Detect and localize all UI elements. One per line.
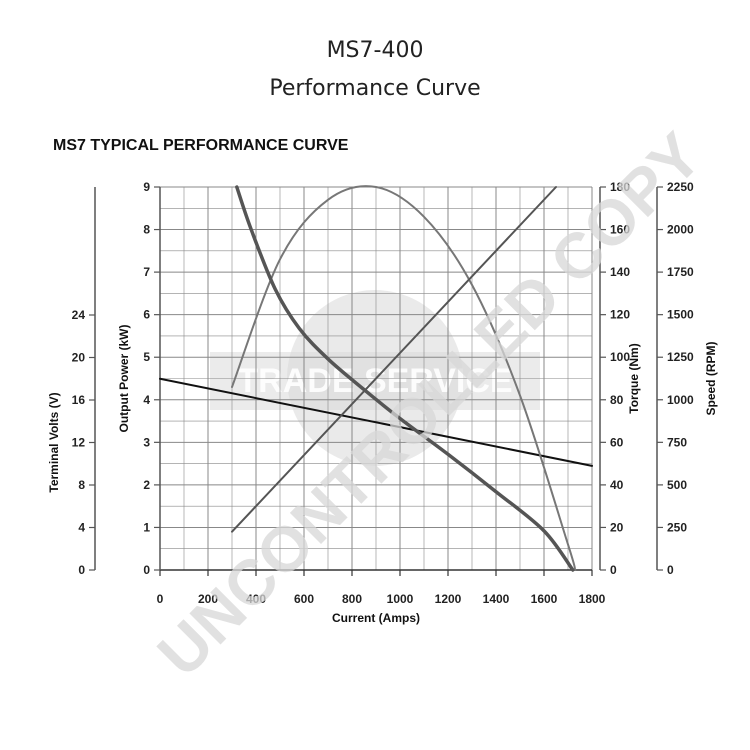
axes: 0 200 400 600 800 1000 1200 1400 1600 18000481216…: [72, 180, 694, 606]
speed-tick-label: 0: [667, 563, 674, 577]
power-tick-label: 5: [143, 350, 150, 364]
power-tick-label: 1: [143, 520, 150, 534]
axis-labels: Current (Amps) Terminal Volts (V) Output…: [47, 325, 718, 626]
speed-tick-label: 250: [667, 520, 687, 534]
volts-tick-label: 8: [78, 478, 85, 492]
power-tick-label: 6: [143, 308, 150, 322]
x-tick-label: 400: [246, 592, 266, 606]
torque-axis-label: Torque (Nm): [627, 343, 641, 413]
series-volts-line: [159, 377, 593, 467]
power-tick-label: 4: [143, 393, 150, 407]
volts-tick-label: 20: [72, 351, 86, 365]
volts-tick-label: 24: [72, 308, 86, 322]
series-torque-line: [231, 186, 557, 533]
speed-tick-label: 1250: [667, 350, 694, 364]
volts-tick-label: 4: [78, 521, 85, 535]
speed-tick-label: 500: [667, 478, 687, 492]
torque-tick-label: 140: [610, 265, 630, 279]
speed-tick-label: 1000: [667, 393, 694, 407]
torque-tick-label: 120: [610, 308, 630, 322]
volts-tick-label: 12: [72, 436, 86, 450]
volts-axis-label: Terminal Volts (V): [47, 392, 61, 492]
speed-tick-label: 2250: [667, 180, 694, 194]
speed-tick-label: 750: [667, 435, 687, 449]
power-tick-label: 0: [143, 563, 150, 577]
x-axis-label: Current (Amps): [332, 611, 420, 625]
x-tick-label: 1200: [435, 592, 462, 606]
series-power-line: [231, 185, 577, 571]
x-tick-label: 1800: [579, 592, 606, 606]
x-tick-label: 0: [157, 592, 164, 606]
power-tick-label: 8: [143, 223, 150, 237]
power-tick-label: 3: [143, 435, 150, 449]
power-tick-label: 2: [143, 478, 150, 492]
torque-tick-label: 160: [610, 223, 630, 237]
speed-tick-label: 2000: [667, 223, 694, 237]
x-tick-label: 1400: [483, 592, 510, 606]
chart-heading: MS7 TYPICAL PERFORMANCE CURVE: [53, 137, 349, 154]
torque-tick-label: 60: [610, 435, 624, 449]
x-tick-label: 200: [198, 592, 218, 606]
speed-tick-label: 1750: [667, 265, 694, 279]
speed-axis-label: Speed (RPM): [704, 341, 718, 415]
x-tick-label: 1000: [387, 592, 414, 606]
torque-tick-label: 0: [610, 563, 617, 577]
volts-tick-label: 16: [72, 393, 86, 407]
power-tick-label: 7: [143, 265, 150, 279]
page-title-model: MS7-400: [326, 38, 424, 63]
page-title-subtitle: Performance Curve: [269, 76, 481, 101]
x-tick-label: 1600: [531, 592, 558, 606]
torque-tick-label: 40: [610, 478, 624, 492]
torque-tick-label: 20: [610, 520, 624, 534]
power-tick-label: 9: [143, 180, 150, 194]
speed-tick-label: 1500: [667, 308, 694, 322]
x-tick-label: 800: [342, 592, 362, 606]
series-speed-line: [235, 185, 575, 572]
series-group: [159, 185, 593, 572]
volts-tick-label: 0: [78, 563, 85, 577]
x-tick-label: 600: [294, 592, 314, 606]
torque-tick-label: 80: [610, 393, 624, 407]
torque-tick-label: 180: [610, 180, 630, 194]
torque-tick-label: 100: [610, 350, 630, 364]
power-axis-label: Output Power (kW): [117, 325, 131, 433]
